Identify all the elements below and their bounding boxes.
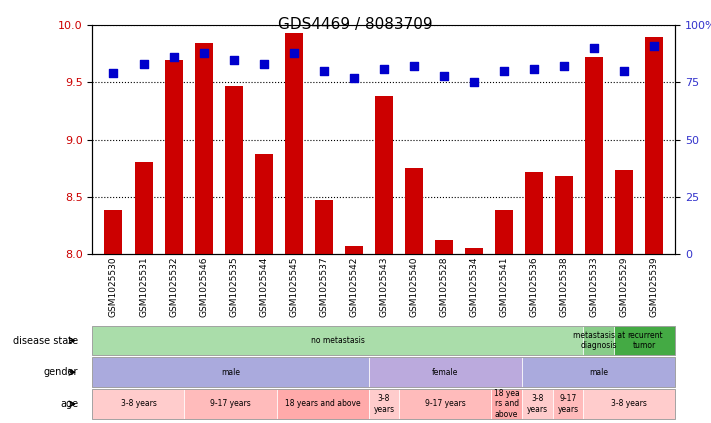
Bar bbox=[164, 60, 183, 254]
Point bbox=[168, 54, 179, 61]
Bar bbox=[195, 43, 213, 254]
Bar bbox=[345, 246, 363, 254]
Text: 9-17
years: 9-17 years bbox=[557, 394, 579, 414]
Bar bbox=[105, 210, 122, 254]
Text: 3-8
years: 3-8 years bbox=[527, 394, 548, 414]
Bar bbox=[525, 172, 543, 254]
Text: 18 yea
rs and
above: 18 yea rs and above bbox=[494, 389, 520, 419]
Text: male: male bbox=[589, 368, 608, 377]
Point bbox=[378, 66, 390, 72]
Bar bbox=[495, 210, 513, 254]
Bar bbox=[255, 154, 273, 254]
Point bbox=[528, 66, 540, 72]
Point bbox=[258, 61, 269, 68]
Text: 3-8 years: 3-8 years bbox=[611, 399, 647, 409]
Text: recurrent
tumor: recurrent tumor bbox=[627, 331, 663, 350]
Bar bbox=[315, 200, 333, 254]
Bar bbox=[585, 58, 604, 254]
Bar bbox=[134, 162, 153, 254]
Point bbox=[288, 49, 299, 56]
Text: age: age bbox=[60, 399, 78, 409]
Bar bbox=[555, 176, 573, 254]
Bar bbox=[375, 96, 393, 254]
Point bbox=[589, 45, 600, 52]
Bar bbox=[615, 170, 634, 254]
Text: 9-17 years: 9-17 years bbox=[210, 399, 251, 409]
Text: gender: gender bbox=[43, 367, 78, 377]
Bar bbox=[285, 33, 303, 254]
Text: 3-8
years: 3-8 years bbox=[373, 394, 395, 414]
Point bbox=[318, 68, 329, 74]
Text: 9-17 years: 9-17 years bbox=[425, 399, 466, 409]
Text: disease state: disease state bbox=[13, 335, 78, 346]
Text: 3-8 years: 3-8 years bbox=[121, 399, 156, 409]
Point bbox=[498, 68, 510, 74]
Bar bbox=[225, 86, 242, 254]
Point bbox=[108, 70, 119, 77]
Text: metastasis at
diagnosis: metastasis at diagnosis bbox=[572, 331, 625, 350]
Point bbox=[348, 74, 360, 81]
Point bbox=[619, 68, 630, 74]
Point bbox=[408, 63, 419, 70]
Text: male: male bbox=[221, 368, 240, 377]
Point bbox=[559, 63, 570, 70]
Bar bbox=[435, 240, 453, 254]
Text: GDS4469 / 8083709: GDS4469 / 8083709 bbox=[278, 17, 433, 32]
Bar bbox=[646, 37, 663, 254]
Point bbox=[648, 43, 660, 49]
Point bbox=[138, 61, 149, 68]
Point bbox=[439, 72, 450, 79]
Point bbox=[469, 79, 480, 86]
Bar bbox=[405, 168, 423, 254]
Point bbox=[228, 56, 240, 63]
Text: no metastasis: no metastasis bbox=[311, 336, 365, 345]
Bar bbox=[465, 248, 483, 254]
Text: female: female bbox=[432, 368, 459, 377]
Point bbox=[198, 49, 209, 56]
Text: 18 years and above: 18 years and above bbox=[285, 399, 360, 409]
